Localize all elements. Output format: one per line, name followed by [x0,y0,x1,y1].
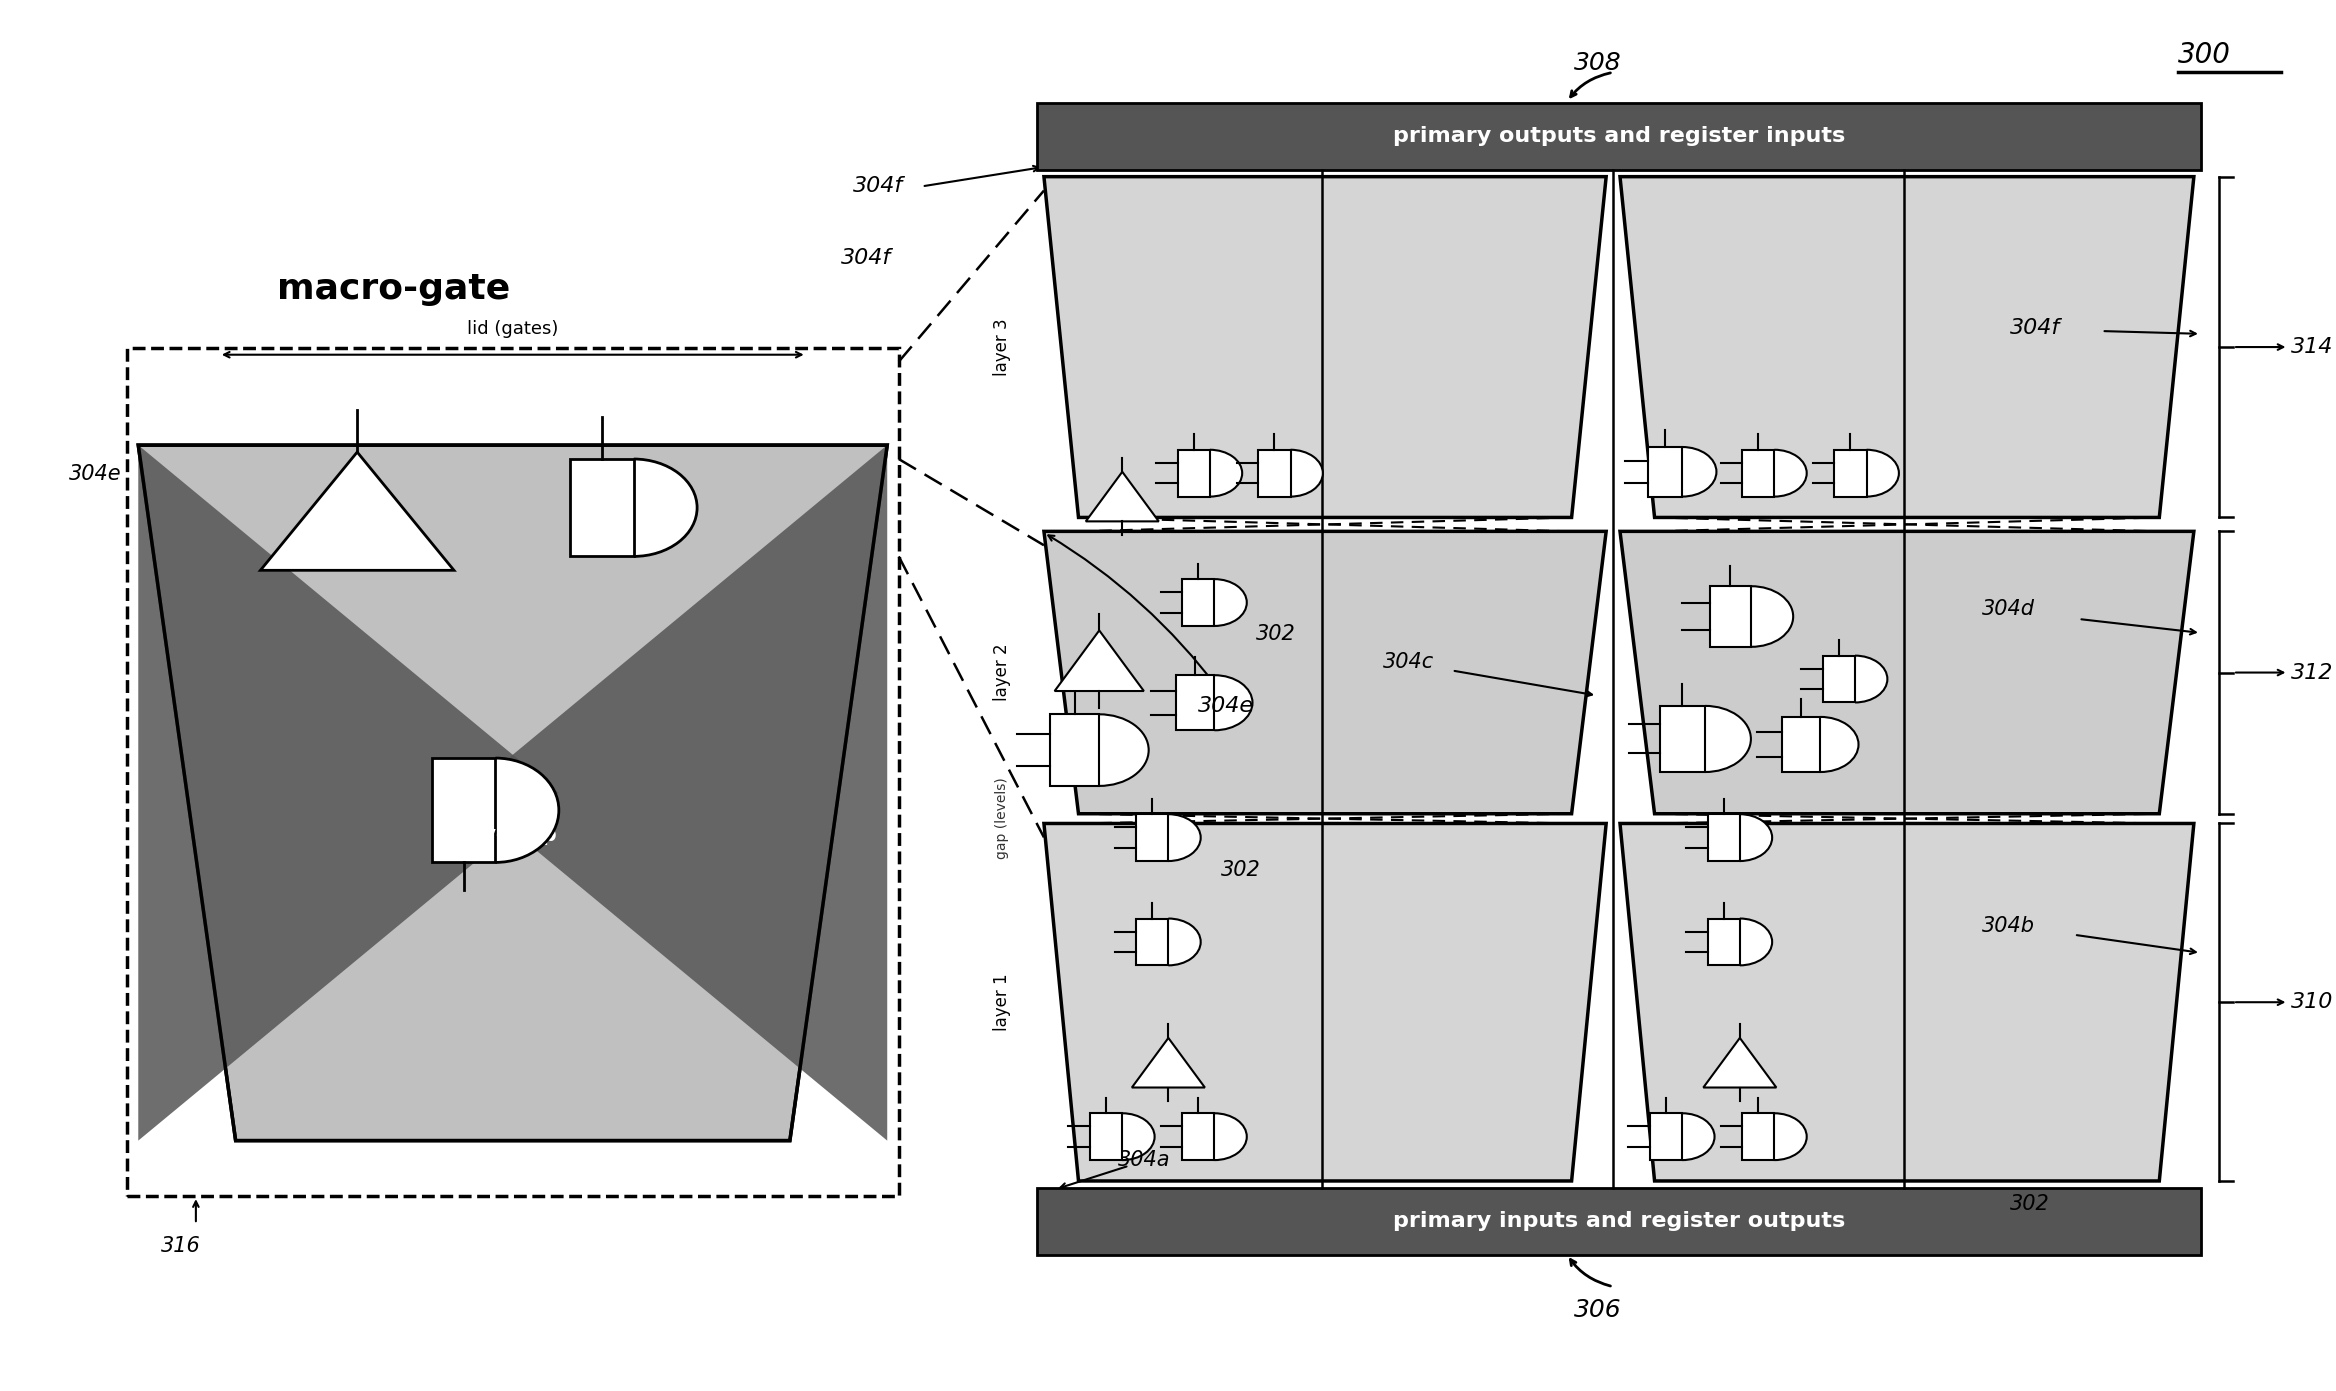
Text: 302: 302 [1222,860,1261,881]
Polygon shape [1135,918,1168,965]
Polygon shape [1044,531,1607,814]
Text: 312: 312 [2292,662,2334,683]
Polygon shape [1743,1113,1775,1160]
Text: 304c: 304c [1383,651,1434,672]
FancyBboxPatch shape [1037,103,2201,170]
Text: overlap: overlap [470,825,556,844]
Polygon shape [1820,716,1859,772]
Text: primary inputs and register outputs: primary inputs and register outputs [1392,1212,1845,1231]
Polygon shape [1044,177,1607,517]
Polygon shape [432,758,495,862]
Polygon shape [1743,449,1775,497]
Polygon shape [570,459,633,556]
Text: 300: 300 [2177,40,2231,68]
Polygon shape [1682,1113,1715,1160]
Text: gap (levels): gap (levels) [995,778,1009,860]
Polygon shape [1703,1038,1775,1088]
Polygon shape [1177,675,1215,730]
Polygon shape [1182,1113,1215,1160]
Polygon shape [1647,447,1682,497]
Polygon shape [1705,705,1752,772]
Text: layer 3: layer 3 [993,319,1011,376]
Polygon shape [1834,449,1866,497]
Polygon shape [1086,472,1159,522]
Polygon shape [1177,449,1210,497]
Polygon shape [1091,1113,1121,1160]
Polygon shape [1215,675,1252,730]
Text: 304b: 304b [1981,915,2035,936]
Polygon shape [1182,579,1215,626]
Polygon shape [1649,1113,1682,1160]
Text: 308: 308 [1574,50,1621,75]
Polygon shape [1782,716,1820,772]
Text: 304f: 304f [2009,317,2060,338]
Text: 316: 316 [161,1235,201,1256]
Polygon shape [1619,177,2194,517]
Text: 304e: 304e [70,463,121,484]
Polygon shape [138,445,888,1141]
Text: 304f: 304f [841,248,892,268]
Text: lid (gates): lid (gates) [467,320,558,338]
Polygon shape [1121,1113,1154,1160]
Text: layer 2: layer 2 [993,644,1011,701]
Polygon shape [1100,715,1149,786]
Polygon shape [1168,814,1201,861]
Polygon shape [1289,449,1322,497]
Polygon shape [1740,814,1773,861]
Text: 314: 314 [2292,337,2334,357]
Polygon shape [1215,579,1247,626]
Polygon shape [1044,823,1607,1181]
Polygon shape [1708,918,1740,965]
Polygon shape [633,459,696,556]
Polygon shape [1740,918,1773,965]
Text: 304a: 304a [1117,1149,1170,1170]
Polygon shape [1682,447,1717,497]
Polygon shape [495,758,558,862]
Polygon shape [138,445,558,1141]
Polygon shape [1710,586,1752,647]
Polygon shape [1619,823,2194,1181]
Polygon shape [1215,1113,1247,1160]
Text: 304e: 304e [1198,696,1254,716]
Polygon shape [1168,918,1201,965]
Text: 304d: 304d [1981,598,2035,619]
Polygon shape [1775,1113,1806,1160]
Text: macro-gate: macro-gate [276,273,509,306]
Text: 304f: 304f [853,175,904,196]
Polygon shape [1259,449,1289,497]
Polygon shape [467,445,888,1141]
Text: layer 1: layer 1 [993,974,1011,1031]
Polygon shape [1135,814,1168,861]
Polygon shape [1619,531,2194,814]
Polygon shape [1054,630,1145,691]
Polygon shape [1133,1038,1205,1088]
Polygon shape [1210,449,1243,497]
Polygon shape [1822,655,1855,702]
Polygon shape [1866,449,1899,497]
Polygon shape [1708,814,1740,861]
Polygon shape [1049,715,1100,786]
Text: 302: 302 [2009,1193,2049,1214]
Text: 306: 306 [1574,1298,1621,1323]
Polygon shape [1855,655,1887,702]
FancyBboxPatch shape [1037,1188,2201,1255]
Polygon shape [1775,449,1806,497]
Text: 302: 302 [1257,623,1296,644]
Polygon shape [259,452,453,570]
Text: 310: 310 [2292,992,2334,1013]
Text: primary outputs and register inputs: primary outputs and register inputs [1392,127,1845,146]
Polygon shape [1659,705,1705,772]
Polygon shape [1752,586,1794,647]
